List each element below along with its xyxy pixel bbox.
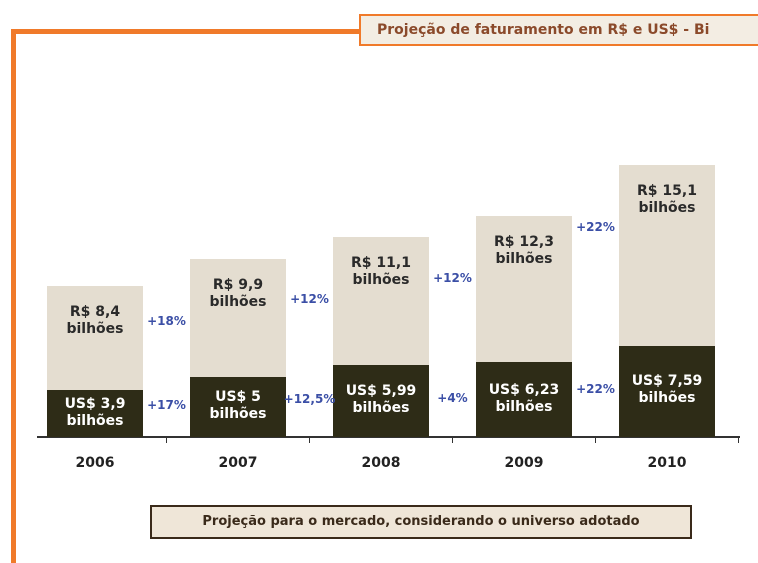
data-label: R$ 15,1 bilhões	[637, 183, 697, 217]
data-label: US$ 6,23 bilhões	[488, 381, 560, 415]
x-tick-label: 2008	[361, 455, 401, 471]
data-label: US$ 3,9 bilhões	[64, 395, 126, 429]
data-label: R$ 9,9 bilhões	[209, 276, 267, 310]
growth-label: +22%	[576, 220, 615, 235]
data-label: US$ 5,99 bilhões	[345, 383, 417, 417]
bar	[190, 377, 286, 437]
data-label: R$ 11,1 bilhões	[351, 255, 411, 289]
bar	[333, 365, 429, 437]
data-label: R$ 12,3 bilhões	[494, 233, 554, 267]
growth-label: +17%	[147, 398, 186, 412]
footer-note: Projeção para o mercado, considerando o …	[150, 505, 692, 539]
x-tick	[308, 437, 310, 443]
chart-title: Projeção de faturamento em R$ e US$ - Bi	[359, 14, 758, 46]
growth-label: +12,5%	[283, 392, 336, 407]
growth-label: +22%	[576, 382, 615, 397]
growth-label: +12%	[290, 292, 329, 307]
x-tick	[737, 437, 739, 443]
bar	[476, 362, 572, 437]
data-label: US$ 7,59 bilhões	[631, 373, 703, 407]
data-label: R$ 8,4 bilhões	[66, 303, 124, 337]
x-tick-label: 2010	[647, 455, 687, 471]
x-axis	[37, 436, 740, 438]
growth-label: +18%	[147, 313, 186, 328]
growth-label: +12%	[433, 270, 472, 285]
x-tick-label: 2009	[504, 455, 544, 471]
frame-top	[11, 29, 361, 34]
x-tick	[594, 437, 596, 443]
x-tick	[451, 437, 453, 443]
growth-label: +4%	[437, 390, 468, 405]
bar	[619, 345, 715, 437]
bar	[47, 390, 143, 437]
data-label: US$ 5 bilhões	[209, 389, 267, 422]
x-tick-label: 2006	[75, 455, 115, 471]
x-tick-label: 2007	[218, 455, 258, 471]
frame-left	[11, 29, 16, 563]
x-tick	[165, 437, 167, 443]
